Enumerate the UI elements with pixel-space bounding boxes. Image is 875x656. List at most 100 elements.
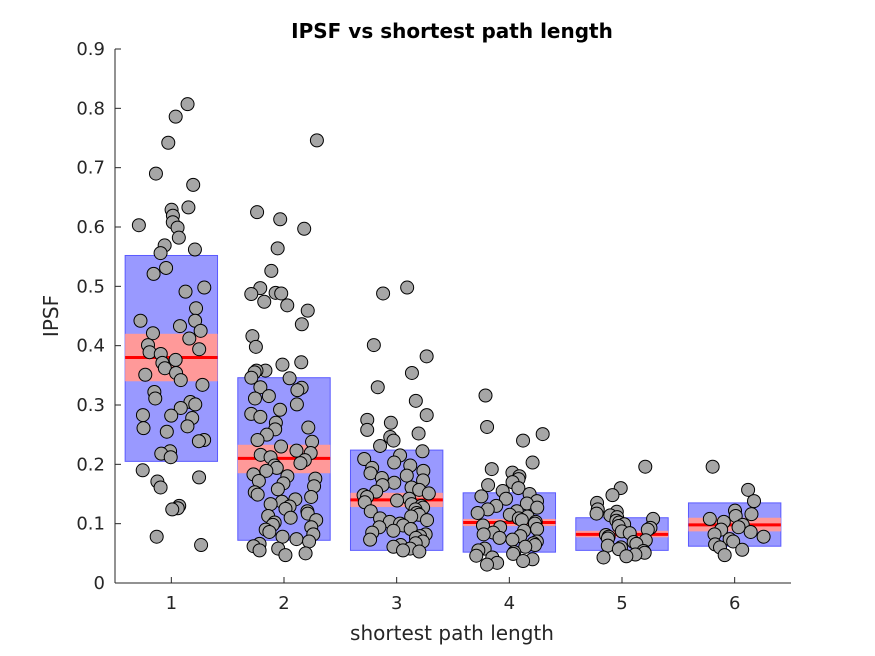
data-point xyxy=(195,377,210,392)
x-tick-label: 2 xyxy=(278,593,289,614)
y-tick-label: 0.6 xyxy=(76,217,105,238)
y-tick-label: 0.1 xyxy=(76,514,105,535)
data-point xyxy=(270,241,285,256)
data-point xyxy=(135,463,150,478)
data-point xyxy=(605,488,620,503)
data-point xyxy=(197,280,212,295)
data-point xyxy=(619,549,634,564)
data-point xyxy=(421,486,436,501)
data-point xyxy=(408,393,423,408)
data-point xyxy=(357,451,372,466)
data-point xyxy=(161,135,176,150)
data-point xyxy=(273,402,288,417)
x-tick-label: 4 xyxy=(504,593,515,614)
data-point xyxy=(194,538,209,553)
data-point xyxy=(492,530,507,545)
data-point xyxy=(480,419,495,434)
y-axis-label: IPSF xyxy=(39,295,63,337)
data-point xyxy=(280,298,295,313)
group-2 xyxy=(237,133,331,563)
data-point xyxy=(172,319,187,334)
data-point xyxy=(411,426,426,441)
data-point xyxy=(131,218,146,233)
data-point xyxy=(525,455,540,470)
data-point xyxy=(289,397,304,412)
data-point xyxy=(275,529,290,544)
data-point xyxy=(412,544,427,559)
data-point xyxy=(518,539,533,554)
data-point xyxy=(516,554,531,569)
data-point xyxy=(148,166,163,181)
data-point xyxy=(173,373,188,388)
data-point xyxy=(386,433,401,448)
data-point xyxy=(419,349,434,364)
data-point xyxy=(164,408,179,423)
data-point xyxy=(499,491,514,506)
data-point xyxy=(360,422,375,437)
data-point xyxy=(247,391,262,406)
data-point xyxy=(186,177,201,192)
data-point xyxy=(294,317,309,332)
data-point xyxy=(180,97,195,112)
y-tick-label: 0.5 xyxy=(76,276,105,297)
data-point xyxy=(415,444,430,459)
x-tick-label: 1 xyxy=(166,593,177,614)
data-point xyxy=(275,357,290,372)
data-point xyxy=(274,439,289,454)
data-point xyxy=(744,507,759,522)
data-point xyxy=(373,438,388,453)
data-point xyxy=(168,352,183,367)
data-point xyxy=(293,456,308,471)
data-point xyxy=(735,542,750,557)
data-point xyxy=(366,338,381,353)
data-point xyxy=(187,242,202,257)
data-point xyxy=(404,365,419,380)
data-point xyxy=(263,497,278,512)
data-point xyxy=(133,313,148,328)
group-6 xyxy=(687,459,782,563)
data-point xyxy=(153,246,168,261)
data-point xyxy=(261,389,276,404)
data-point xyxy=(717,548,732,563)
data-point xyxy=(470,505,485,520)
data-point xyxy=(294,355,309,370)
data-point xyxy=(289,532,304,547)
data-point xyxy=(159,424,174,439)
data-point xyxy=(289,443,304,458)
data-point xyxy=(257,294,272,309)
data-point xyxy=(469,548,484,563)
data-point xyxy=(705,459,720,474)
data-point xyxy=(511,481,526,496)
data-point xyxy=(248,339,263,354)
axes: 0 0.1 0.2 0.3 0.4 0.5 0.6 0.7 0.8 0.9 1 2 3 4 5 6 xyxy=(76,39,791,614)
data-point xyxy=(743,524,758,539)
data-point xyxy=(178,284,193,299)
data-point xyxy=(273,212,288,227)
data-point xyxy=(165,502,180,517)
data-point xyxy=(259,463,274,478)
data-point xyxy=(400,280,415,295)
data-point xyxy=(250,433,265,448)
data-point xyxy=(282,371,297,386)
data-point xyxy=(252,543,267,558)
data-point xyxy=(173,400,188,415)
data-point xyxy=(589,506,604,521)
group-1 xyxy=(124,97,219,553)
data-point xyxy=(387,475,402,490)
data-point xyxy=(182,331,197,346)
data-point xyxy=(192,342,207,357)
data-point xyxy=(244,370,259,385)
data-point xyxy=(309,133,324,148)
data-point xyxy=(297,221,312,236)
data-point xyxy=(506,546,521,561)
data-point xyxy=(298,546,313,561)
data-point xyxy=(244,287,259,302)
data-point xyxy=(264,263,279,278)
data-point xyxy=(476,527,491,542)
y-tick-label: 0 xyxy=(94,573,105,594)
data-point xyxy=(484,462,499,477)
data-point xyxy=(189,301,204,316)
data-point xyxy=(168,109,183,124)
x-tick-label: 5 xyxy=(616,593,627,614)
